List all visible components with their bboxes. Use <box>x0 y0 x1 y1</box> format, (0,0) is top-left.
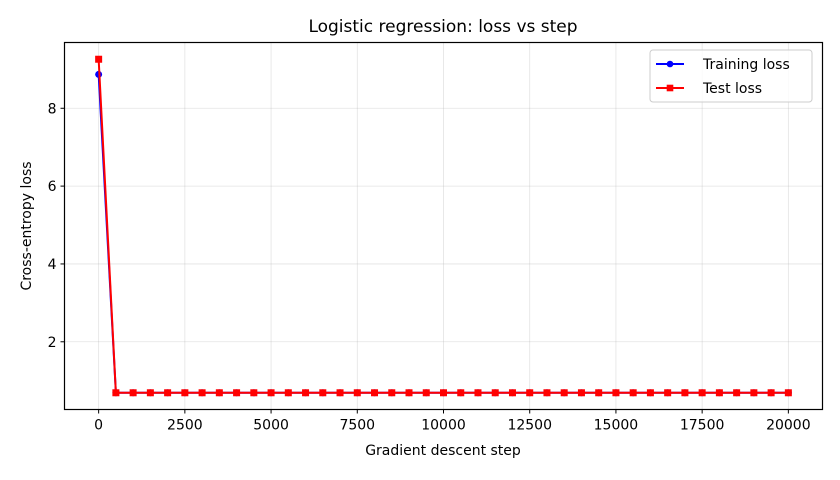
data-point <box>508 389 516 397</box>
data-point <box>526 389 534 397</box>
x-tick-label: 12500 <box>507 418 552 434</box>
data-point <box>129 389 137 397</box>
axis-ticks: 0 2500 5000 7500 10000 12500 15000 17500 20000 2 4… <box>48 101 811 433</box>
grid-lines <box>64 42 823 410</box>
series-test-loss <box>95 55 792 397</box>
data-point <box>388 389 396 397</box>
y-tick-label: 4 <box>48 257 57 273</box>
x-axis-label: Gradient descent step <box>365 443 521 459</box>
y-tick-label: 6 <box>48 179 57 195</box>
data-point <box>146 389 154 397</box>
circle-marker-icon <box>666 60 674 68</box>
data-series <box>95 55 792 397</box>
data-point <box>543 389 551 397</box>
data-point <box>164 389 172 397</box>
x-tick-label: 0 <box>94 418 103 434</box>
square-marker-icon <box>666 84 674 92</box>
data-point <box>250 389 258 397</box>
legend-label-test: Test loss <box>702 81 762 97</box>
data-point <box>181 389 189 397</box>
data-point <box>767 389 775 397</box>
y-axis-label: Cross-entropy loss <box>19 161 35 290</box>
data-point <box>577 389 585 397</box>
x-tick-label: 5000 <box>253 418 289 434</box>
data-point <box>284 389 292 397</box>
data-point <box>612 389 620 397</box>
data-point <box>319 389 327 397</box>
data-point <box>664 389 672 397</box>
legend: Training loss Test loss <box>649 49 813 103</box>
data-point <box>302 389 310 397</box>
data-point <box>336 389 344 397</box>
legend-box <box>649 49 813 103</box>
data-point <box>681 389 689 397</box>
data-point <box>784 389 792 397</box>
legend-label-training: Training loss <box>702 57 790 73</box>
data-point <box>267 389 275 397</box>
x-tick-label: 15000 <box>594 418 639 434</box>
chart-title: Logistic regression: loss vs step <box>308 17 577 37</box>
data-point <box>112 389 120 397</box>
data-point <box>198 389 206 397</box>
data-point <box>233 389 241 397</box>
data-point <box>646 389 654 397</box>
data-point <box>629 389 637 397</box>
data-point <box>353 389 361 397</box>
data-point <box>457 389 465 397</box>
x-tick-label: 17500 <box>680 418 725 434</box>
data-point <box>422 389 430 397</box>
data-point <box>440 389 447 397</box>
data-point <box>215 389 223 397</box>
data-point <box>595 389 603 397</box>
data-point <box>95 55 103 63</box>
data-point <box>371 389 379 397</box>
data-point <box>733 389 741 397</box>
data-point <box>474 389 482 397</box>
data-point <box>698 389 706 397</box>
data-point <box>491 389 499 397</box>
data-point <box>405 389 413 397</box>
x-tick-label: 2500 <box>167 418 203 434</box>
legend-item-training-loss: Training loss <box>656 57 790 73</box>
y-tick-label: 2 <box>48 335 57 351</box>
y-tick-label: 8 <box>48 101 57 117</box>
data-point <box>560 389 568 397</box>
x-tick-label: 7500 <box>339 418 375 434</box>
data-point <box>750 389 758 397</box>
x-tick-label: 10000 <box>421 418 466 434</box>
legend-item-test-loss: Test loss <box>656 81 762 97</box>
data-point <box>715 389 723 397</box>
x-tick-label: 20000 <box>766 418 811 434</box>
